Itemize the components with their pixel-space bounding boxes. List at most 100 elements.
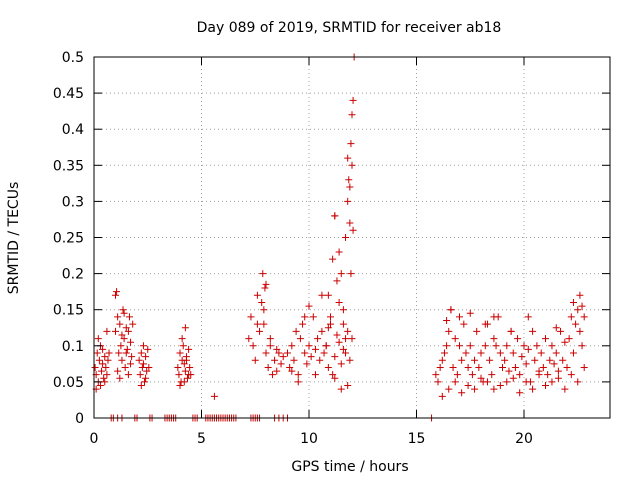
data-point: [511, 363, 519, 371]
data-point: [324, 324, 332, 332]
data-point: [182, 356, 190, 364]
data-point: [118, 331, 126, 339]
data-point: [548, 378, 556, 386]
data-point: [305, 302, 313, 310]
data-point: [103, 371, 111, 379]
data-points: [91, 53, 588, 422]
data-point: [123, 345, 131, 353]
data-point: [273, 345, 281, 353]
data-point: [279, 353, 287, 361]
data-point: [253, 320, 261, 328]
data-point: [473, 327, 481, 335]
data-point: [347, 140, 355, 148]
data-point: [554, 367, 562, 375]
data-point: [294, 378, 302, 386]
data-point: [466, 309, 474, 317]
data-point: [99, 360, 107, 368]
data-point: [496, 349, 504, 357]
data-point: [475, 363, 483, 371]
data-point: [333, 277, 341, 285]
data-point: [542, 382, 549, 390]
data-point: [505, 367, 513, 375]
data-point: [260, 320, 268, 328]
data-point: [275, 349, 283, 357]
data-point: [346, 356, 354, 364]
data-point: [329, 255, 337, 263]
data-point: [314, 335, 322, 343]
data-point: [137, 382, 145, 390]
y-tick-label: 0.3: [62, 194, 84, 210]
data-point: [327, 320, 334, 328]
data-point: [122, 349, 130, 357]
data-point: [516, 371, 524, 379]
data-point: [180, 378, 188, 386]
data-point: [249, 342, 257, 350]
data-point: [316, 356, 324, 364]
data-point: [544, 371, 552, 379]
data-point: [142, 374, 150, 382]
data-point: [331, 212, 339, 220]
data-point: [143, 367, 151, 375]
data-point: [251, 356, 259, 364]
data-point: [331, 353, 339, 361]
data-point: [443, 317, 451, 325]
data-point: [178, 335, 186, 343]
data-point: [268, 371, 276, 379]
data-point: [576, 327, 584, 335]
data-point: [559, 356, 567, 364]
data-point: [331, 374, 339, 382]
data-point: [186, 363, 194, 371]
data-point: [271, 356, 279, 364]
data-point: [576, 291, 584, 299]
data-point: [342, 234, 350, 241]
data-point: [286, 363, 294, 371]
data-point: [181, 324, 189, 332]
data-point: [294, 371, 302, 379]
data-point: [524, 313, 532, 321]
data-point: [466, 342, 474, 350]
y-tick-label: 0.35: [53, 158, 84, 174]
data-point: [339, 320, 347, 328]
data-point: [451, 378, 459, 386]
data-point: [529, 385, 537, 393]
data-point: [288, 367, 296, 375]
data-point: [311, 371, 319, 379]
data-point: [529, 327, 537, 335]
data-point: [96, 382, 104, 390]
data-point: [273, 367, 281, 375]
data-point: [284, 349, 291, 357]
data-point: [347, 270, 355, 278]
data-point: [327, 313, 334, 321]
data-point: [578, 342, 586, 350]
data-point: [116, 374, 124, 382]
data-point: [277, 360, 285, 368]
data-point: [100, 374, 108, 382]
data-point: [296, 335, 304, 343]
data-point: [264, 363, 272, 371]
data-point: [117, 342, 125, 350]
data-point: [136, 371, 144, 379]
data-point: [141, 378, 149, 386]
data-point: [349, 226, 357, 234]
data-point: [299, 320, 307, 328]
data-point: [346, 183, 354, 191]
data-point: [569, 349, 577, 357]
data-point: [174, 363, 182, 371]
y-tick-label: 0.05: [53, 375, 84, 391]
data-point: [432, 371, 440, 379]
data-point: [348, 161, 356, 169]
data-point: [176, 382, 184, 390]
data-point: [179, 342, 187, 350]
data-point: [114, 313, 122, 321]
data-point: [320, 349, 328, 357]
data-point: [561, 385, 569, 393]
data-point: [210, 392, 218, 400]
y-tick-label: 0.25: [53, 231, 84, 247]
data-point: [548, 342, 556, 350]
data-point: [176, 349, 184, 357]
data-point: [344, 197, 352, 205]
data-point: [324, 363, 332, 371]
data-point: [580, 363, 588, 371]
data-point: [124, 371, 132, 379]
data-point: [342, 335, 350, 343]
